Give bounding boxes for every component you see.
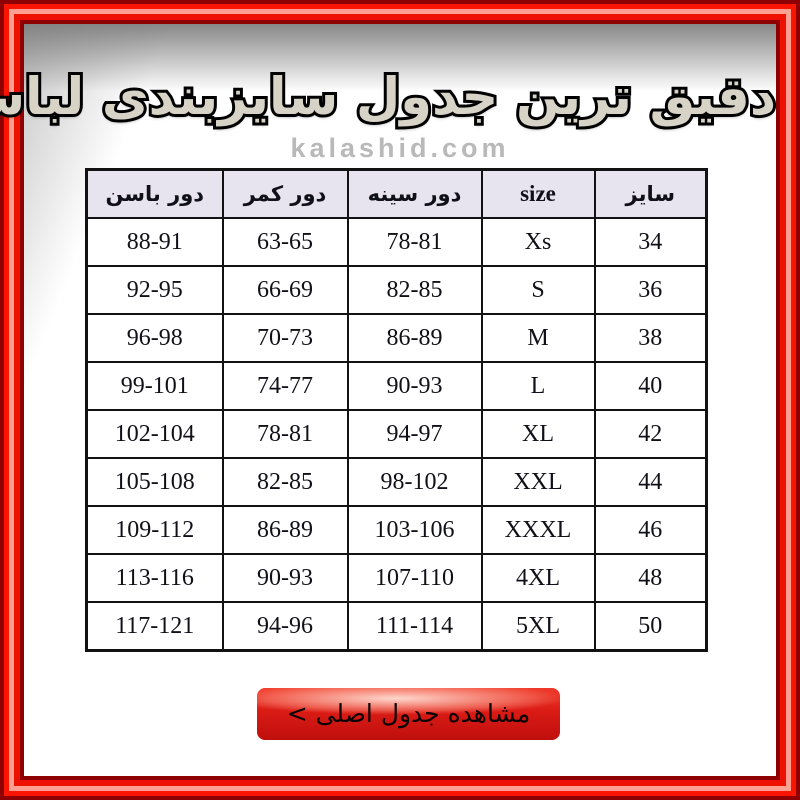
cell-waist: 90-93 (221, 553, 349, 603)
cell-size-number: 46 (593, 505, 708, 555)
cell-waist: 78-81 (221, 409, 349, 459)
table-row: 34 Xs 78-81 63-65 88-91 (85, 217, 708, 267)
cell-chest: 78-81 (346, 217, 483, 267)
cell-hip: 113-116 (85, 553, 224, 603)
cell-chest: 90-93 (346, 361, 483, 411)
cell-size-number: 34 (593, 217, 708, 267)
table-row: 48 4XL 107-110 90-93 113-116 (85, 553, 708, 603)
cell-size-number: 44 (593, 457, 708, 507)
frame-red-band: دقیق ترین جدول سایزبندی لباس kalashid.co… (0, 4, 796, 796)
cell-chest: 103-106 (346, 505, 483, 555)
cell-size-label: XXXL (480, 505, 596, 555)
watermark-text: kalashid.com (290, 133, 510, 163)
cell-size-number: 48 (593, 553, 708, 603)
table-row: 44 XXL 98-102 82-85 105-108 (85, 457, 708, 507)
cell-size-number: 36 (593, 265, 708, 315)
cell-size-label: S (480, 265, 596, 315)
table-row: 50 5XL 111-114 94-96 117-121 (85, 601, 708, 652)
page-background: دقیق ترین جدول سایزبندی لباس kalashid.co… (0, 24, 780, 776)
cell-chest: 94-97 (346, 409, 483, 459)
frame-highlight-band: دقیق ترین جدول سایزبندی لباس kalashid.co… (0, 9, 791, 791)
frame-inner-red-band: دقیق ترین جدول سایزبندی لباس kalashid.co… (0, 14, 786, 786)
cell-waist: 82-85 (221, 457, 349, 507)
cell-chest: 82-85 (346, 265, 483, 315)
cell-size-label: XXL (480, 457, 596, 507)
cell-size-number: 50 (593, 601, 708, 652)
cell-size-number: 38 (593, 313, 708, 363)
cell-waist: 66-69 (221, 265, 349, 315)
table-row: 40 L 90-93 74-77 99-101 (85, 361, 708, 411)
size-chart-table: سایز size دور سینه دور کمر دور باسن 34 (85, 168, 708, 652)
cell-chest: 107-110 (346, 553, 483, 603)
cell-chest: 111-114 (346, 601, 483, 652)
cell-waist: 86-89 (221, 505, 349, 555)
page-title: دقیق ترین جدول سایزبندی لباس (0, 65, 780, 130)
header-waist: دور کمر (221, 168, 349, 219)
cell-hip: 117-121 (85, 601, 224, 652)
cell-waist: 70-73 (221, 313, 349, 363)
header-chest: دور سینه (346, 168, 483, 219)
cell-hip: 92-95 (85, 265, 224, 315)
view-original-table-button[interactable]: مشاهده جدول اصلی > (257, 688, 560, 740)
cell-chest: 86-89 (346, 313, 483, 363)
table-row: 38 M 86-89 70-73 96-98 (85, 313, 708, 363)
cell-chest: 98-102 (346, 457, 483, 507)
cell-size-number: 40 (593, 361, 708, 411)
cell-size-label: Xs (480, 217, 596, 267)
cell-hip: 88-91 (85, 217, 224, 267)
header-size-fa: سایز (593, 168, 708, 219)
cell-hip: 105-108 (85, 457, 224, 507)
cell-size-number: 42 (593, 409, 708, 459)
table-row: 36 S 82-85 66-69 92-95 (85, 265, 708, 315)
header-size-en: size (480, 168, 596, 219)
table-row: 42 XL 94-97 78-81 102-104 (85, 409, 708, 459)
cell-hip: 102-104 (85, 409, 224, 459)
cell-size-label: L (480, 361, 596, 411)
frame-inner-edge: دقیق ترین جدول سایزبندی لباس kalashid.co… (0, 20, 780, 780)
cell-hip: 99-101 (85, 361, 224, 411)
table-header-row: سایز size دور سینه دور کمر دور باسن (85, 168, 708, 219)
cell-waist: 63-65 (221, 217, 349, 267)
cell-waist: 74-77 (221, 361, 349, 411)
cell-hip: 96-98 (85, 313, 224, 363)
header-hip: دور باسن (85, 168, 224, 219)
cell-size-label: M (480, 313, 596, 363)
cell-size-label: 4XL (480, 553, 596, 603)
cell-size-label: XL (480, 409, 596, 459)
cell-size-label: 5XL (480, 601, 596, 652)
cell-hip: 109-112 (85, 505, 224, 555)
cell-waist: 94-96 (221, 601, 349, 652)
table-row: 46 XXXL 103-106 86-89 109-112 (85, 505, 708, 555)
